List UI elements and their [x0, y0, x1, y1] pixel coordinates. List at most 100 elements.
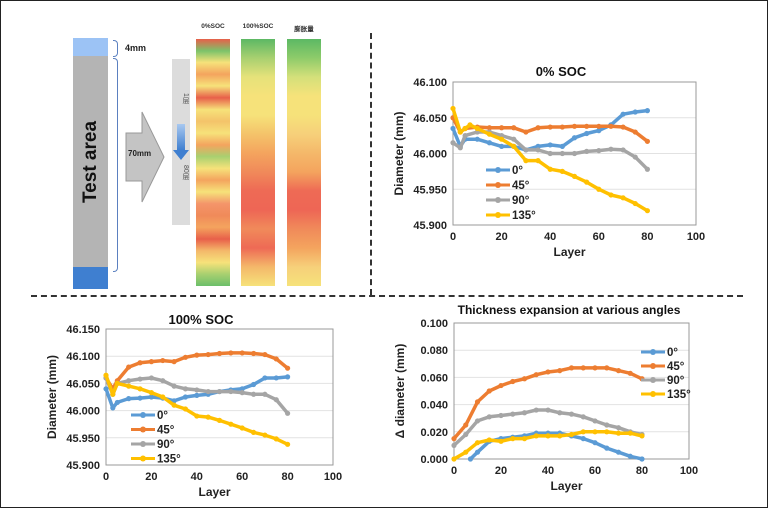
data-point [171, 402, 177, 408]
data-point [511, 136, 517, 142]
y-axis-label: Diameter (mm) [392, 111, 406, 195]
data-point [511, 143, 517, 149]
legend-label: 90° [157, 439, 175, 451]
data-point [205, 351, 211, 358]
y-axis-label: Diameter (mm) [45, 355, 59, 439]
data-point [239, 425, 245, 431]
data-point [182, 354, 189, 360]
data-point [194, 413, 200, 419]
horizontal-divider [31, 295, 743, 297]
data-point [615, 425, 622, 431]
data-point [126, 383, 132, 389]
x-tick-label: 60 [593, 231, 605, 243]
x-axis-label: Layer [198, 485, 230, 499]
y-tick-label: 46.000 [66, 406, 100, 418]
data-point [620, 111, 626, 117]
data-point [571, 173, 578, 179]
data-point [486, 414, 492, 420]
data-point [596, 186, 602, 192]
data-point [273, 375, 279, 381]
data-point [580, 429, 586, 435]
data-point [216, 350, 223, 357]
data-point [608, 192, 614, 198]
legend-label: 135° [667, 389, 691, 401]
data-point [273, 356, 279, 362]
length-brace [113, 58, 118, 272]
data-point [486, 388, 492, 394]
data-point [592, 418, 598, 424]
data-point [148, 394, 154, 400]
data-point [498, 438, 504, 444]
data-point [644, 166, 651, 172]
data-point [498, 382, 504, 389]
data-point [457, 129, 463, 135]
data-point [498, 412, 504, 419]
legend-label: 0° [512, 165, 523, 177]
data-point [535, 147, 541, 153]
data-point [615, 449, 622, 455]
y-tick-label: 0.060 [420, 372, 448, 384]
data-point [239, 386, 245, 392]
data-point [521, 436, 528, 442]
data-point [228, 350, 234, 356]
chart-title: 100% SOC [168, 312, 234, 327]
data-point [632, 200, 638, 207]
legend-label: 45° [667, 361, 685, 373]
data-point [486, 437, 492, 443]
data-point [521, 410, 528, 416]
data-point [644, 138, 651, 144]
data-point [580, 414, 586, 420]
layer-start-label: 1层 [182, 93, 189, 104]
x-axis-label: Layer [550, 479, 582, 493]
data-point [160, 357, 166, 364]
data-point [160, 394, 166, 400]
x-tick-label: 60 [236, 471, 248, 483]
data-point [450, 105, 456, 112]
y-tick-label: 0.040 [420, 400, 448, 412]
legend-marker [140, 441, 146, 447]
data-point [216, 417, 223, 423]
data-point [627, 370, 633, 376]
data-point [615, 430, 622, 436]
chart-1: 100% SOC 45.900 45.950 46.000 46.050 46.100 46… [45, 312, 342, 499]
data-point [285, 410, 291, 416]
data-point [205, 388, 211, 395]
data-point [474, 418, 481, 424]
data-point [571, 150, 578, 157]
data-point [604, 445, 610, 451]
heat-header-expansion: 膨胀量 [294, 26, 314, 33]
data-point [521, 376, 528, 382]
data-point [467, 456, 474, 462]
y-tick-label: 0.080 [420, 345, 448, 357]
data-point [137, 386, 143, 392]
data-point [533, 433, 539, 439]
data-point [262, 351, 268, 358]
y-tick-label: 46.050 [66, 378, 100, 390]
data-point [559, 150, 565, 157]
data-point [535, 125, 541, 131]
data-point [547, 142, 553, 148]
y-axis-label: Δ diameter (mm) [393, 344, 407, 439]
data-point [604, 365, 610, 371]
data-point [273, 436, 279, 442]
data-point [559, 168, 565, 174]
data-point [545, 407, 551, 413]
data-point [615, 368, 622, 374]
legend-label: 135° [157, 454, 181, 466]
data-point [463, 422, 469, 428]
data-point [511, 125, 517, 131]
data-point [559, 124, 565, 130]
data-point [182, 394, 189, 400]
y-tick-label: 46.100 [413, 77, 447, 89]
data-point [644, 208, 651, 214]
chart-title: 0% SOC [536, 64, 587, 79]
x-tick-label: 80 [641, 231, 653, 243]
data-point [148, 359, 154, 365]
legend-marker [495, 167, 501, 173]
legend-label: 45° [512, 180, 530, 192]
x-axis-label: Layer [553, 245, 585, 259]
data-point [171, 383, 177, 389]
series-line-3 [104, 374, 289, 446]
data-point [194, 392, 200, 398]
